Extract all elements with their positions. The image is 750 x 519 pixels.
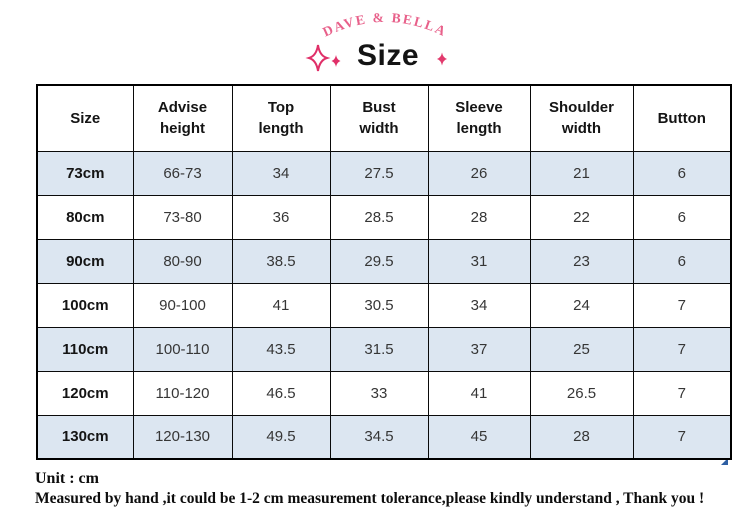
- column-header-sleeve-length: Sleeve length: [427, 84, 531, 152]
- value-cell: 28: [427, 194, 531, 240]
- table-row: 110cm 100-110 43.5 31.5 37 25 7: [36, 326, 732, 372]
- column-header-top-length: Top length: [231, 84, 331, 152]
- size-cell: 100cm: [36, 282, 134, 328]
- value-cell: 30.5: [329, 282, 429, 328]
- value-cell: 36: [231, 194, 331, 240]
- value-cell: 28.5: [329, 194, 429, 240]
- value-cell: 45: [427, 414, 531, 460]
- size-cell: 80cm: [36, 194, 134, 240]
- value-cell: 21: [529, 150, 634, 196]
- size-cell: 73cm: [36, 150, 134, 196]
- value-cell: 34: [427, 282, 531, 328]
- value-cell: 7: [632, 326, 732, 372]
- page-title: Size: [357, 39, 420, 72]
- value-cell: 90-100: [132, 282, 233, 328]
- sparkle-large-icon: [305, 44, 331, 72]
- table-row: 90cm 80-90 38.5 29.5 31 23 6: [36, 238, 732, 284]
- column-header-shoulder-width: Shoulder width: [529, 84, 634, 152]
- value-cell: 41: [231, 282, 331, 328]
- column-header-bust-width: Bust width: [329, 84, 429, 152]
- value-cell: 31.5: [329, 326, 429, 372]
- sparkle-small-right-icon: [437, 52, 447, 66]
- value-cell: 7: [632, 414, 732, 460]
- value-cell: 110-120: [132, 370, 233, 416]
- size-cell: 90cm: [36, 238, 134, 284]
- value-cell: 34: [231, 150, 331, 196]
- value-cell: 27.5: [329, 150, 429, 196]
- value-cell: 23: [529, 238, 634, 284]
- value-cell: 29.5: [329, 238, 429, 284]
- value-cell: 33: [329, 370, 429, 416]
- size-table: Size Advise height Top length Bust width Sleeve…: [36, 84, 732, 460]
- value-cell: 37: [427, 326, 531, 372]
- brand-text: DAVE & BELLA: [320, 10, 447, 40]
- value-cell: 38.5: [231, 238, 331, 284]
- tolerance-note: Measured by hand ,it could be 1-2 cm mea…: [35, 490, 705, 507]
- value-cell: 46.5: [231, 370, 331, 416]
- column-header-advise-height: Advise height: [132, 84, 233, 152]
- value-cell: 41: [427, 370, 531, 416]
- value-cell: 6: [632, 194, 732, 240]
- value-cell: 6: [632, 150, 732, 196]
- size-cell: 110cm: [36, 326, 134, 372]
- value-cell: 120-130: [132, 414, 233, 460]
- value-cell: 66-73: [132, 150, 233, 196]
- sparkle-small-left-icon: [331, 55, 341, 67]
- value-cell: 26.5: [529, 370, 634, 416]
- unit-note: Unit : cm: [35, 470, 99, 487]
- value-cell: 25: [529, 326, 634, 372]
- value-cell: 73-80: [132, 194, 233, 240]
- table-row: 73cm 66-73 34 27.5 26 21 6: [36, 150, 732, 196]
- size-cell: 130cm: [36, 414, 134, 460]
- size-cell: 120cm: [36, 370, 134, 416]
- footer-notes: Unit : cm Measured by hand ,it could be …: [35, 469, 749, 509]
- brand-arc-text: DAVE & BELLA: [320, 10, 449, 40]
- column-header-button: Button: [632, 84, 732, 152]
- value-cell: 7: [632, 282, 732, 328]
- value-cell: 22: [529, 194, 634, 240]
- value-cell: 43.5: [231, 326, 331, 372]
- value-cell: 31: [427, 238, 531, 284]
- table-row: 130cm 120-130 49.5 34.5 45 28 7: [36, 414, 732, 460]
- column-header-size: Size: [36, 84, 134, 152]
- table-body: 73cm 66-73 34 27.5 26 21 6 80cm 73-80 36 28.5 28 22 6…: [36, 150, 732, 460]
- value-cell: 80-90: [132, 238, 233, 284]
- header-row: Size Advise height Top length Bust width Sleeve…: [36, 84, 732, 152]
- value-cell: 6: [632, 238, 732, 284]
- table-row: 120cm 110-120 46.5 33 41 26.5 7: [36, 370, 732, 416]
- table-row: 100cm 90-100 41 30.5 34 24 7: [36, 282, 732, 328]
- value-cell: 34.5: [329, 414, 429, 460]
- value-cell: 100-110: [132, 326, 233, 372]
- value-cell: 28: [529, 414, 634, 460]
- value-cell: 24: [529, 282, 634, 328]
- value-cell: 26: [427, 150, 531, 196]
- value-cell: 7: [632, 370, 732, 416]
- table-row: 80cm 73-80 36 28.5 28 22 6: [36, 194, 732, 240]
- value-cell: 49.5: [231, 414, 331, 460]
